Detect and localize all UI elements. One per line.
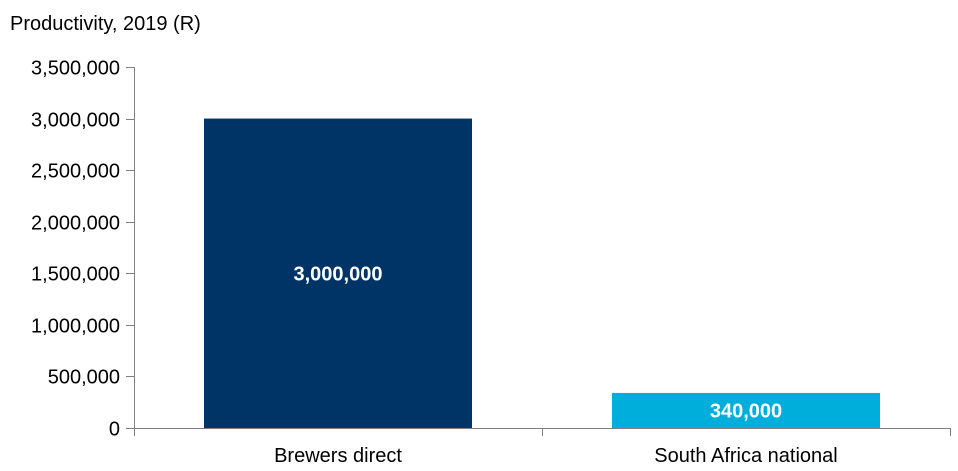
y-tick-label: 0: [109, 419, 120, 441]
y-tick-label: 2,500,000: [31, 161, 120, 183]
bar: [204, 118, 472, 429]
bar: [612, 392, 880, 428]
x-tick-label: Brewers direct: [274, 445, 402, 466]
chart-axes: [126, 67, 951, 436]
chart-labels: 0 500,000 1,000,000 1,500,000 2,000,000 2,500…: [31, 58, 838, 468]
chart-bars: [204, 118, 880, 429]
y-tick-label: 3,500,000: [31, 58, 120, 80]
chart-title: Productivity, 2019 (R): [10, 13, 201, 35]
y-tick-label: 3,000,000: [31, 110, 120, 132]
y-tick-label: 1,000,000: [31, 316, 120, 338]
y-tick-label: 2,000,000: [31, 213, 120, 235]
x-tick-label: South Africa national: [654, 445, 837, 466]
data-label: 340,000: [710, 400, 782, 422]
data-label: 3,000,000: [294, 263, 383, 285]
y-tick-label: 1,500,000: [31, 264, 120, 286]
y-tick-label: 500,000: [48, 367, 120, 389]
